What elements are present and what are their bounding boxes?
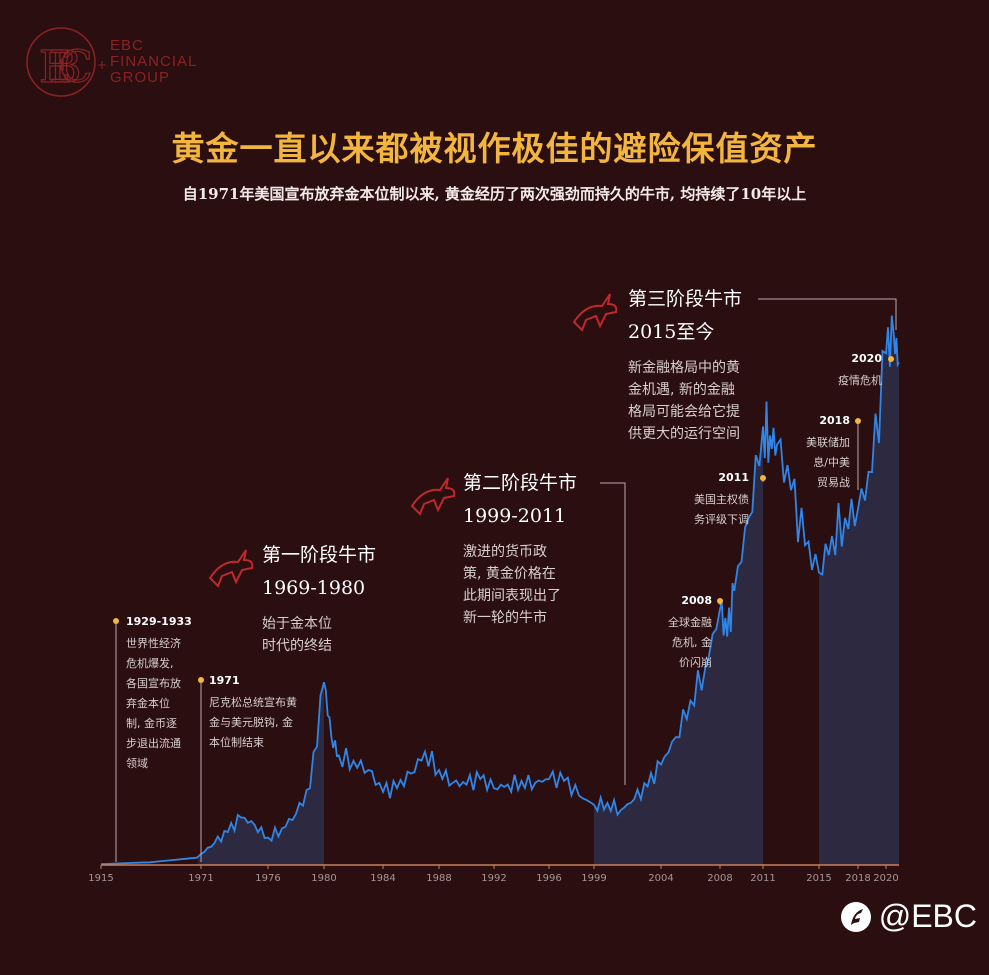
event-note-line: 弃金本位 bbox=[126, 696, 170, 710]
phase-period-3: 2015至今 bbox=[628, 321, 714, 343]
bull-icon-2 bbox=[410, 477, 456, 516]
brand-line1: EBC bbox=[110, 37, 144, 54]
phase-desc-line: 策, 黄金价格在 bbox=[463, 565, 556, 582]
event-note-line: 金与美元脱钩, 金 bbox=[209, 715, 293, 729]
event-note-line: 价闪崩 bbox=[679, 655, 712, 669]
phase-leader-3 bbox=[758, 298, 897, 330]
event-dot-2011 bbox=[760, 475, 766, 481]
x-tick-label: 1984 bbox=[370, 873, 395, 884]
bull-icon-1 bbox=[208, 549, 254, 588]
phase-desc-line: 供更大的运行空间 bbox=[628, 426, 740, 442]
phase-desc-line: 激进的货币政 bbox=[463, 543, 547, 560]
event-note-line: 美联储加 bbox=[806, 435, 850, 449]
event-note-line: 世界性经济 bbox=[126, 636, 181, 650]
event-note-line: 制, 金币逐 bbox=[126, 716, 177, 730]
weibo-icon bbox=[840, 901, 871, 932]
event-dot-2020 bbox=[888, 356, 894, 362]
event-year-1971: 1971 bbox=[209, 674, 240, 687]
x-tick-label: 1980 bbox=[311, 873, 336, 884]
x-tick-label: 1915 bbox=[88, 873, 113, 884]
title-part2: 极佳的避险保值资产 bbox=[511, 129, 818, 168]
phase-leader-2 bbox=[600, 482, 626, 785]
event-note-line: 危机爆发, bbox=[126, 656, 174, 670]
event-dot-1971 bbox=[198, 677, 204, 683]
event-dot-1929-1933 bbox=[113, 618, 119, 624]
event-note-line: 疫情危机 bbox=[838, 373, 882, 387]
title-part1: 黄金一直以来都被视作 bbox=[171, 129, 512, 168]
ebc-logo: E C B + bbox=[26, 27, 107, 97]
watermark: @EBC bbox=[839, 898, 977, 935]
event-note-line: 领域 bbox=[126, 757, 148, 770]
event-year-1929-1933: 1929-1933 bbox=[126, 615, 192, 628]
svg-text:C: C bbox=[59, 42, 93, 93]
event-year-2018: 2018 bbox=[819, 414, 850, 427]
event-note-line: 息/中美 bbox=[813, 455, 850, 469]
event-dot-2008 bbox=[717, 598, 723, 604]
bull-icon-3 bbox=[572, 293, 618, 332]
event-year-2020: 2020 bbox=[851, 352, 882, 365]
svg-text:E: E bbox=[39, 42, 71, 93]
x-tick-label: 1971 bbox=[188, 873, 213, 884]
brand-text: EBC FINANCIAL GROUP bbox=[110, 38, 197, 86]
event-note-line: 步退出流通 bbox=[126, 736, 181, 750]
x-tick-label: 2008 bbox=[707, 873, 732, 884]
event-year-2011: 2011 bbox=[718, 471, 749, 484]
phase-title-2: 第二阶段牛市 bbox=[463, 472, 577, 494]
shaded-period-2 bbox=[594, 426, 763, 865]
event-note-line: 本位制结束 bbox=[209, 735, 264, 749]
phase-desc-line: 始于金本位 bbox=[262, 616, 332, 632]
x-tick-label: 2011 bbox=[750, 873, 775, 884]
x-tick-label: 2004 bbox=[648, 873, 673, 884]
event-note-line: 危机, 金 bbox=[672, 635, 712, 649]
phase-period-1: 1969-1980 bbox=[262, 577, 365, 599]
phase-desc-line: 格局可能会给它提 bbox=[628, 403, 740, 420]
event-year-2008: 2008 bbox=[681, 594, 712, 607]
x-tick-label: 1988 bbox=[426, 873, 451, 884]
svg-text:B: B bbox=[49, 42, 81, 93]
event-note-line: 全球金融 bbox=[668, 615, 712, 629]
svg-text:+: + bbox=[97, 58, 107, 72]
phase-desc-line: 新金融格局中的黄 bbox=[628, 359, 740, 376]
phase-desc-line: 时代的终结 bbox=[262, 638, 332, 654]
x-tick-label: 2015 bbox=[806, 873, 831, 884]
phase-desc-line: 此期间表现出了 bbox=[463, 588, 561, 604]
x-tick-label: 2020 bbox=[873, 873, 898, 884]
event-note-line: 贸易战 bbox=[817, 476, 850, 489]
phase-desc-line: 金机遇, 新的金融 bbox=[628, 382, 735, 398]
x-tick-label: 1996 bbox=[536, 873, 561, 884]
brand-line2: FINANCIAL bbox=[110, 53, 198, 70]
event-dot-2018 bbox=[855, 418, 861, 424]
phase-desc-line: 新一轮的牛市 bbox=[463, 609, 547, 626]
shaded-period-3 bbox=[819, 315, 899, 865]
watermark-text: @EBC bbox=[878, 898, 977, 934]
phase-title-3: 第三阶段牛市 bbox=[628, 288, 742, 310]
gold-price-line bbox=[100, 315, 900, 865]
phase-period-2: 1999-2011 bbox=[463, 505, 566, 527]
phase-title-1: 第一阶段牛市 bbox=[262, 544, 376, 566]
event-note-line: 各国宣布放 bbox=[126, 676, 181, 690]
brand-line3: GROUP bbox=[110, 69, 171, 86]
event-note-line: 尼克松总统宣布黄 bbox=[209, 695, 297, 709]
x-tick-label: 1999 bbox=[581, 873, 606, 884]
page-subtitle: 自1971年美国宣布放弃金本位制以来, 黄金经历了两次强劲而持久的牛市, 均持续… bbox=[182, 185, 807, 203]
event-note-line: 务评级下调 bbox=[694, 513, 749, 526]
event-note-line: 美国主权债 bbox=[694, 492, 749, 506]
x-tick-label: 1992 bbox=[481, 873, 506, 884]
x-tick-label: 1976 bbox=[255, 873, 280, 884]
page-title: 黄金一直以来都被视作极佳的避险保值资产 bbox=[0, 122, 989, 170]
x-tick-label: 2018 bbox=[845, 873, 870, 884]
